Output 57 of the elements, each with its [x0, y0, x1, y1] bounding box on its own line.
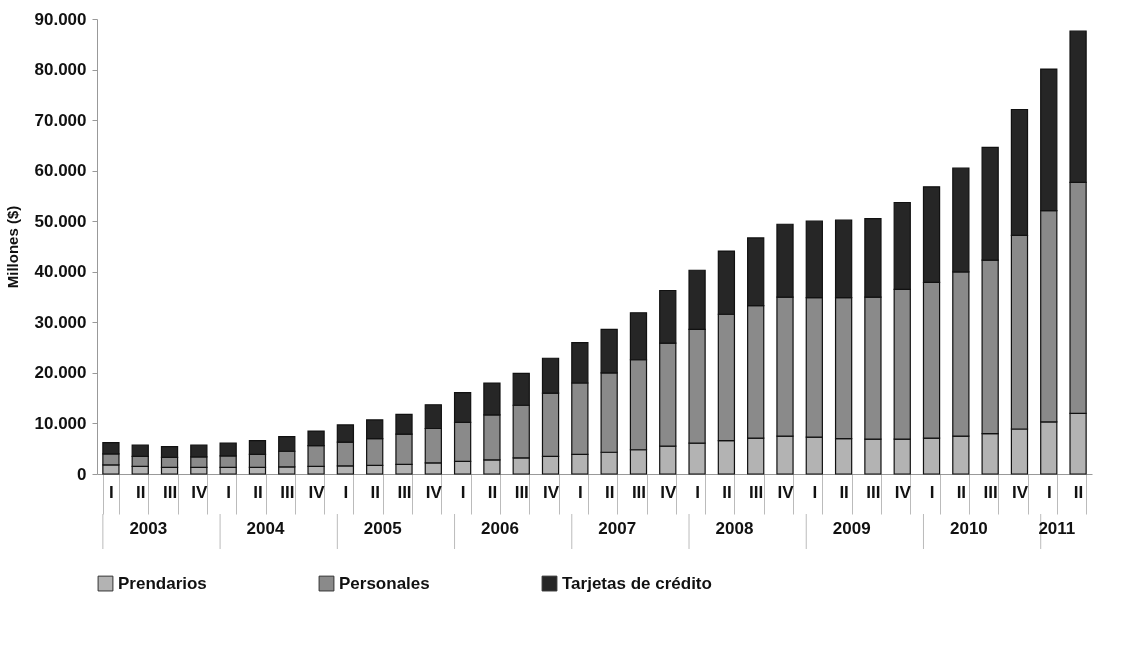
x-tick-label: I [343, 482, 349, 502]
x-tick-label: IV [894, 482, 912, 502]
x-tick-label: II [487, 482, 498, 502]
x-tick-label: I [812, 482, 818, 502]
x-tick-label: III [631, 482, 647, 502]
x-tick-label: III [866, 482, 881, 502]
x-tick-label: I [460, 482, 466, 502]
text: 2003 [129, 519, 168, 538]
x-tick-label: IV [191, 482, 209, 502]
text: 2004 [246, 519, 285, 538]
x-tick-label: II [370, 482, 380, 502]
x-tick-label: II [136, 482, 146, 502]
x-tick-label: II [253, 482, 263, 502]
legend-label: Prendarios [118, 573, 207, 593]
text: 2010 [949, 519, 988, 538]
x-tick-label: I [1046, 482, 1052, 502]
text: 2007 [598, 519, 637, 538]
text: 2011 [1038, 519, 1076, 538]
text: 2006 [481, 519, 519, 538]
x-tick-label: I [109, 482, 114, 502]
x-tick-label: I [577, 482, 583, 502]
y-tick-label: 50.000 [34, 211, 87, 231]
x-tick-label: II [839, 482, 849, 502]
y-tick-label: 60.000 [34, 161, 87, 181]
x-tick-label: III [983, 482, 998, 502]
y-tick-label: 20.000 [34, 363, 87, 383]
x-tick-label: I [929, 482, 935, 502]
x-tick-label: III [514, 482, 529, 502]
y-axis-title: Millones ($) [3, 205, 21, 289]
x-tick-label: IV [660, 482, 677, 502]
legend-label: Personales [339, 573, 430, 593]
x-tick-label: IV [777, 482, 795, 502]
y-tick-label: 0 [77, 464, 87, 484]
x-tick-label: I [226, 482, 232, 502]
x-tick-label: IV [308, 482, 326, 502]
y-tick-label: 80.000 [34, 60, 87, 80]
x-tick-label: III [162, 482, 178, 502]
x-tick-label: III [280, 482, 295, 502]
y-tick-label: 90.000 [34, 9, 87, 29]
x-tick-label: IV [1011, 482, 1029, 502]
y-tick-label: 30.000 [34, 312, 87, 332]
x-tick-label: II [722, 482, 732, 502]
text: 2005 [363, 519, 402, 538]
x-tick-label: II [956, 482, 967, 502]
x-tick-label: IV [425, 482, 443, 502]
legend-label: Tarjetas de crédito [562, 573, 712, 593]
x-tick-label: III [749, 482, 764, 502]
y-tick-label: 10.000 [34, 413, 87, 433]
x-tick-label: II [604, 482, 615, 502]
x-tick-label: IV [543, 482, 560, 502]
text: 2009 [832, 519, 871, 538]
x-tick-label: I [695, 482, 700, 502]
x-tick-label: III [397, 482, 412, 502]
x-tick-label: II [1073, 482, 1084, 502]
y-tick-label: 70.000 [34, 110, 87, 130]
text: 2008 [715, 519, 754, 538]
y-tick-label: 40.000 [34, 262, 87, 282]
